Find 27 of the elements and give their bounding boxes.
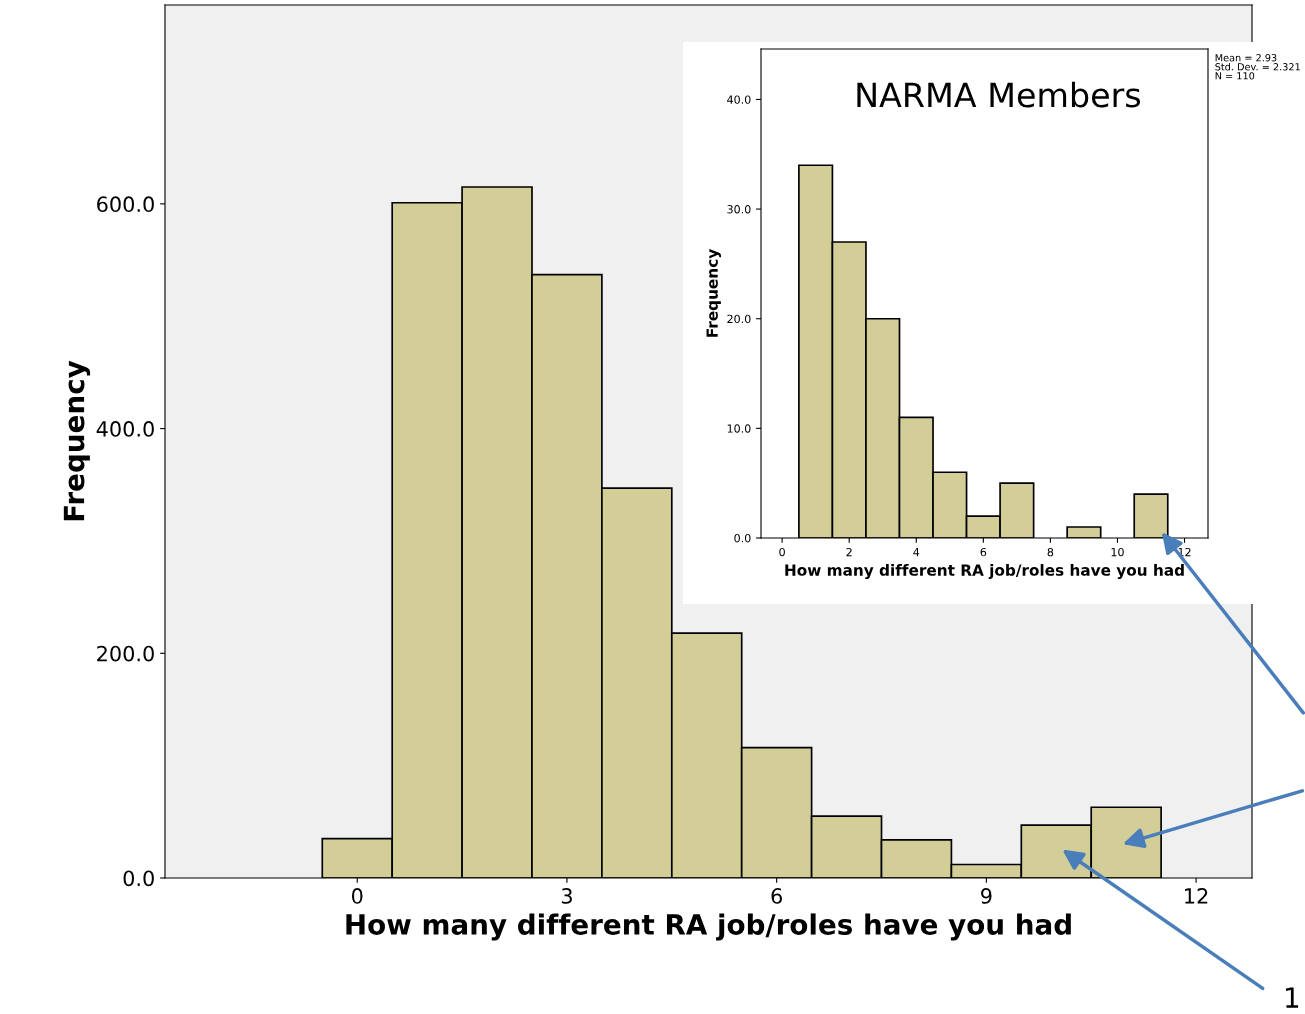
- text: NARMA Members: [857, 81, 1141, 108]
- x-tick-label: 6: [980, 547, 987, 557]
- y-tick-label: 600.0: [97, 196, 154, 213]
- y-tick-label: 200.0: [97, 645, 154, 662]
- x-tick-label: 3: [561, 888, 572, 904]
- text: 1: [1286, 987, 1299, 1008]
- y-tick-label: 0.0: [123, 870, 154, 887]
- y-axis-title: Frequency: [63, 360, 91, 521]
- y-axis-title: Frequency: [706, 249, 721, 337]
- y-tick-label: 30.0: [727, 205, 751, 214]
- x-tick-label: 8: [1047, 547, 1054, 557]
- x-tick-label: 0: [351, 888, 363, 904]
- y-tick-label: 40.0: [727, 95, 751, 104]
- y-tick-label: 10.0: [727, 424, 751, 433]
- annotation: Mean = 2.93 Std. Dev. = 2.321 N = 110: [1215, 54, 1300, 80]
- x-tick-label: 10: [1111, 547, 1124, 557]
- x-tick-label: 12: [1185, 888, 1208, 904]
- y-tick-label: 0.0: [734, 533, 751, 543]
- x-tick-label: 4: [913, 548, 920, 557]
- x-tick-label: 0: [779, 547, 785, 557]
- x-tick-label: 2: [846, 547, 852, 557]
- x-tick-label: 6: [771, 888, 782, 904]
- x-axis-title: How many different RA job/roles have you had: [346, 913, 1071, 941]
- x-axis-title: How many different RA job/roles have you had: [785, 564, 1184, 579]
- x-tick-label: 9: [981, 888, 992, 904]
- y-tick-label: 20.0: [727, 314, 751, 324]
- y-tick-label: 400.0: [96, 421, 154, 437]
